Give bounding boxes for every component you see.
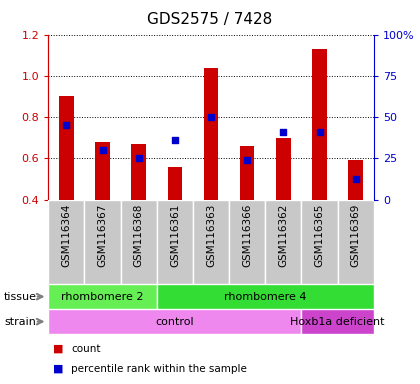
Text: GDS2575 / 7428: GDS2575 / 7428 <box>147 12 273 27</box>
Text: count: count <box>71 344 101 354</box>
Bar <box>168 167 182 200</box>
Point <box>171 137 178 143</box>
Bar <box>302 200 338 284</box>
Point <box>316 129 323 135</box>
Text: control: control <box>155 316 194 327</box>
Bar <box>84 200 121 284</box>
Text: percentile rank within the sample: percentile rank within the sample <box>71 364 247 374</box>
Bar <box>131 144 146 200</box>
Bar <box>59 96 74 200</box>
Text: GSM116361: GSM116361 <box>170 204 180 267</box>
Text: GSM116366: GSM116366 <box>242 204 252 267</box>
Bar <box>302 309 374 334</box>
Bar <box>229 200 265 284</box>
Bar <box>276 138 291 200</box>
Bar <box>95 142 110 200</box>
Bar <box>121 200 157 284</box>
Bar <box>48 309 302 334</box>
Point <box>244 157 251 164</box>
Bar <box>157 284 374 309</box>
Point <box>63 122 70 129</box>
Bar <box>338 200 374 284</box>
Text: GSM116369: GSM116369 <box>351 204 361 267</box>
Point <box>352 176 359 182</box>
Text: GSM116365: GSM116365 <box>315 204 325 267</box>
Bar <box>48 200 84 284</box>
Text: GSM116367: GSM116367 <box>97 204 108 267</box>
Text: strain: strain <box>4 316 36 327</box>
Text: GSM116368: GSM116368 <box>134 204 144 267</box>
Bar <box>349 161 363 200</box>
Bar <box>193 200 229 284</box>
Text: GSM116363: GSM116363 <box>206 204 216 267</box>
Text: GSM116362: GSM116362 <box>278 204 289 267</box>
Bar <box>48 284 157 309</box>
Bar <box>157 200 193 284</box>
Point <box>135 156 142 162</box>
Text: ■: ■ <box>52 364 63 374</box>
Text: ■: ■ <box>52 344 63 354</box>
Point <box>99 147 106 153</box>
Point <box>208 114 215 120</box>
Bar <box>312 49 327 200</box>
Text: rhombomere 4: rhombomere 4 <box>224 291 307 302</box>
Bar <box>204 68 218 200</box>
Bar <box>265 200 302 284</box>
Text: Hoxb1a deficient: Hoxb1a deficient <box>290 316 385 327</box>
Point <box>280 129 287 135</box>
Text: rhombomere 2: rhombomere 2 <box>61 291 144 302</box>
Text: tissue: tissue <box>4 291 37 302</box>
Text: GSM116364: GSM116364 <box>61 204 71 267</box>
Bar <box>240 146 255 200</box>
